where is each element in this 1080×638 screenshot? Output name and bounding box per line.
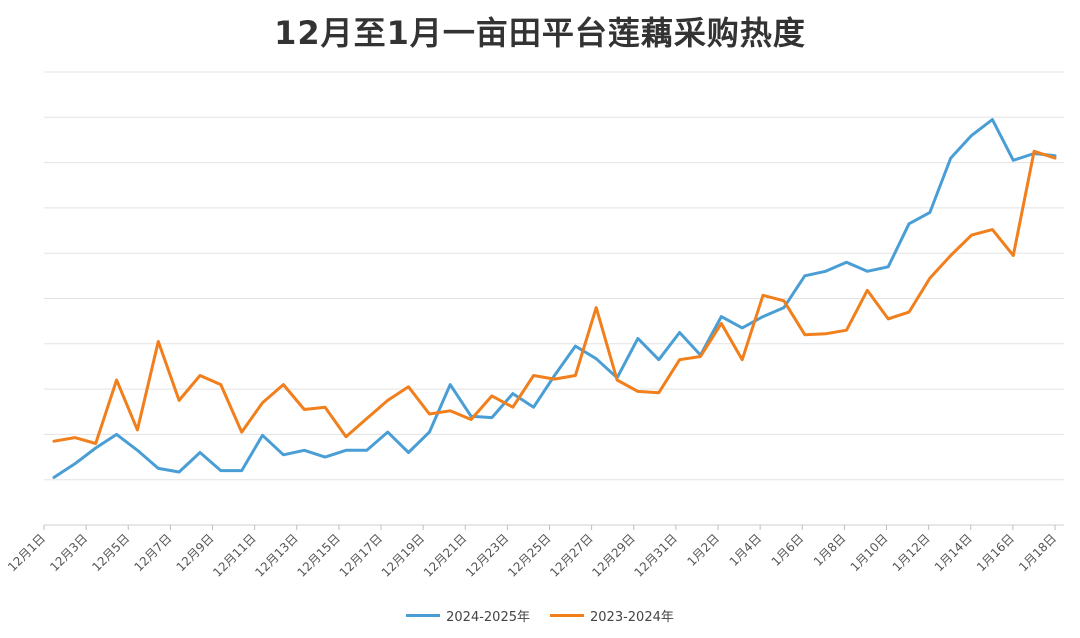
series-lines bbox=[52, 118, 1057, 479]
legend: 2024-2025年 2023-2024年 bbox=[0, 606, 1080, 625]
x-tick-label: 12月23日 bbox=[463, 531, 511, 579]
x-tick-label: 12月9日 bbox=[174, 531, 217, 574]
x-tick-label: 1月6日 bbox=[769, 531, 807, 569]
x-tick-label: 12月25日 bbox=[505, 531, 553, 579]
x-tick-label: 12月11日 bbox=[210, 531, 258, 579]
x-tick-label: 12月1日 bbox=[5, 531, 48, 574]
x-tick-labels: 12月1日 12月3日 12月5日 12月7日 12月9日12月11日12月13日12月… bbox=[5, 531, 1059, 579]
legend-label-series-2: 2023-2024年 bbox=[590, 610, 674, 625]
legend-label-series-1: 2024-2025年 bbox=[446, 610, 530, 625]
legend-swatch-series-1 bbox=[406, 614, 441, 617]
series-line-2 bbox=[52, 149, 1057, 445]
x-tick-label: 1月16日 bbox=[974, 531, 1017, 574]
x-tick-label: 12月7日 bbox=[131, 531, 174, 574]
x-tick-label: 12月31日 bbox=[632, 531, 680, 579]
x-tick-label: 12月17日 bbox=[337, 531, 385, 579]
x-tick-label: 1月10日 bbox=[848, 531, 891, 574]
x-tick-label: 1月4日 bbox=[727, 531, 765, 569]
chart-title: 12月至1月一亩田平台莲藕采购热度 bbox=[274, 14, 806, 52]
x-tick-label: 12月3日 bbox=[47, 531, 90, 574]
legend-item-series-2: 2023-2024年 bbox=[550, 606, 674, 625]
x-tick-label: 12月27日 bbox=[547, 531, 595, 579]
legend-item-series-1: 2024-2025年 bbox=[406, 606, 530, 625]
x-tick-label: 12月29日 bbox=[589, 531, 637, 579]
x-tick-label: 1月18日 bbox=[1016, 531, 1059, 574]
x-tick-label: 12月5日 bbox=[89, 531, 132, 574]
x-tick-label: 12月21日 bbox=[421, 531, 469, 579]
x-axis bbox=[43, 525, 1056, 530]
x-tick-label: 1月8日 bbox=[811, 531, 849, 569]
gridlines bbox=[44, 71, 1064, 526]
x-tick-label: 1月14日 bbox=[932, 531, 975, 574]
x-tick-label: 12月13日 bbox=[252, 531, 300, 579]
legend-swatch-series-2 bbox=[550, 614, 584, 617]
x-tick-label: 12月15日 bbox=[295, 531, 343, 579]
x-tick-label: 1月2日 bbox=[684, 531, 722, 569]
series-line-1 bbox=[52, 118, 1057, 479]
x-tick-label: 1月12日 bbox=[890, 531, 933, 574]
x-tick-label: 12月19日 bbox=[379, 531, 427, 579]
